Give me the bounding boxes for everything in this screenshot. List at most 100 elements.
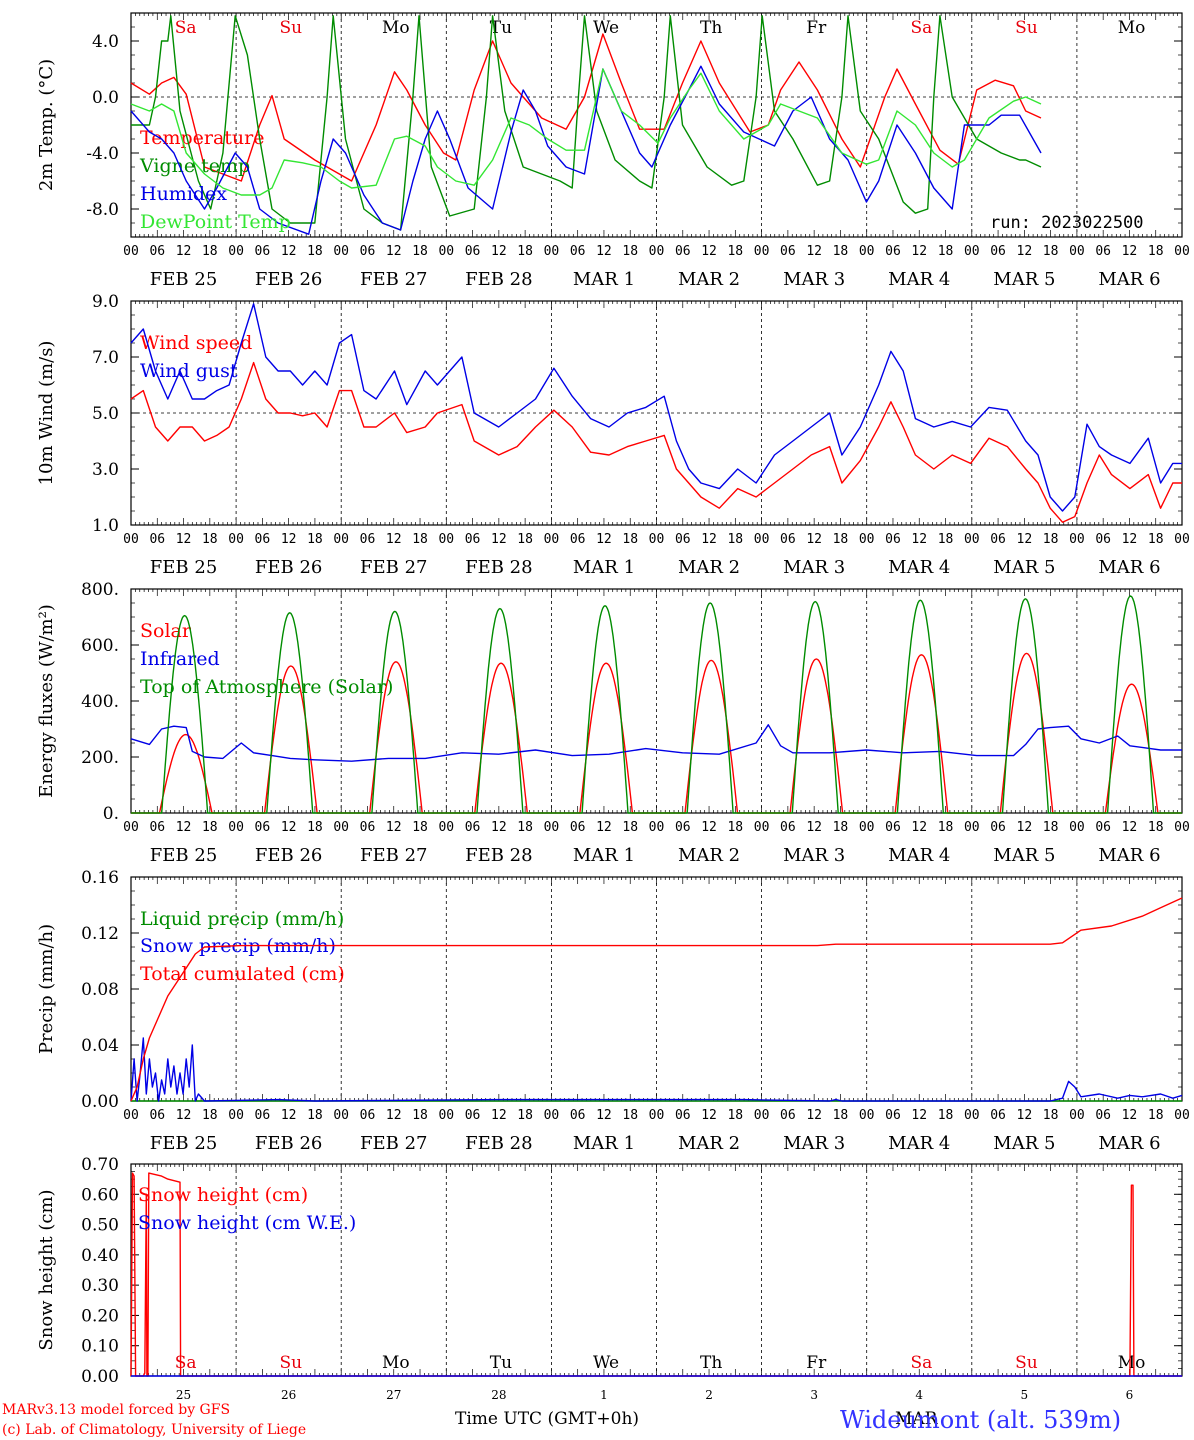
date-label: FEB 25 xyxy=(150,269,217,290)
day-number-label: 3 xyxy=(810,1388,818,1402)
date-label: MAR 4 xyxy=(888,845,950,866)
hour-tick-label: 12 xyxy=(1122,820,1138,835)
hour-tick-label: 06 xyxy=(885,244,901,259)
hour-tick-label: 00 xyxy=(333,1108,349,1123)
legend-entry: Infrared xyxy=(140,648,220,670)
date-label: MAR 2 xyxy=(678,1133,740,1154)
hour-tick-label: 06 xyxy=(465,244,481,259)
hour-tick-label: 00 xyxy=(228,1108,244,1123)
hour-tick-label: 12 xyxy=(701,820,717,835)
hour-tick-label: 12 xyxy=(701,244,717,259)
hour-tick-label: 12 xyxy=(596,820,612,835)
date-label: MAR 5 xyxy=(993,1133,1055,1154)
date-label: MAR 2 xyxy=(678,269,740,290)
hour-tick-label: 12 xyxy=(701,1108,717,1123)
hour-tick-label: 18 xyxy=(412,820,428,835)
hour-tick-label: 18 xyxy=(1043,1108,1059,1123)
hour-tick-label: 18 xyxy=(517,532,533,547)
hour-tick-label: 00 xyxy=(438,532,454,547)
hour-tick-label: 18 xyxy=(833,1108,849,1123)
hour-tick-label: 00 xyxy=(544,1108,560,1123)
hour-tick-label: 18 xyxy=(1043,244,1059,259)
hour-tick-label: 18 xyxy=(622,1108,638,1123)
hour-tick-label: 06 xyxy=(360,532,376,547)
hour-tick-label: 00 xyxy=(123,532,139,547)
weekday-label: Mo xyxy=(382,1353,410,1373)
hour-tick-label: 00 xyxy=(649,532,665,547)
date-label: FEB 26 xyxy=(255,845,322,866)
y-tick-label: -8.0 xyxy=(86,200,119,220)
legend-entry: DewPoint Temp xyxy=(140,211,291,233)
hour-tick-label: 18 xyxy=(517,244,533,259)
weekday-label: We xyxy=(593,18,619,38)
hour-tick-label: 06 xyxy=(149,244,165,259)
y-tick-label: 1.0 xyxy=(92,516,119,536)
hour-tick-label: 00 xyxy=(333,244,349,259)
y-tick-label: 600. xyxy=(81,636,119,656)
date-label: MAR 1 xyxy=(573,269,635,290)
hour-tick-label: 00 xyxy=(859,244,875,259)
hour-tick-label: 06 xyxy=(780,244,796,259)
footer-copyright: (c) Lab. of Climatology, University of L… xyxy=(2,1422,306,1438)
hour-tick-label: 06 xyxy=(675,244,691,259)
hour-tick-label: 12 xyxy=(911,1108,927,1123)
hour-tick-label: 12 xyxy=(491,532,507,547)
hour-tick-label: 12 xyxy=(386,532,402,547)
hour-tick-label: 18 xyxy=(307,1108,323,1123)
hour-tick-label: 12 xyxy=(806,244,822,259)
hour-tick-label: 18 xyxy=(1043,532,1059,547)
date-label: MAR 2 xyxy=(678,845,740,866)
date-label: MAR 3 xyxy=(783,557,845,578)
date-label: FEB 25 xyxy=(150,557,217,578)
legend-entry: Temperature xyxy=(140,127,264,149)
legend-entry: Wind gust xyxy=(140,360,238,382)
day-number-label: 4 xyxy=(915,1388,923,1402)
hour-tick-label: 18 xyxy=(938,532,954,547)
hour-tick-label: 00 xyxy=(754,820,770,835)
hour-tick-label: 00 xyxy=(649,1108,665,1123)
weekday-label: Su xyxy=(279,18,302,38)
y-tick-label: 0.16 xyxy=(81,868,119,888)
hour-tick-label: 12 xyxy=(596,244,612,259)
hour-tick-label: 06 xyxy=(1095,820,1111,835)
hour-tick-label: 00 xyxy=(1174,244,1190,259)
legend-entry: Snow height (cm) xyxy=(138,1184,308,1206)
date-label: FEB 27 xyxy=(360,1133,427,1154)
hour-tick-label: 12 xyxy=(596,532,612,547)
hour-tick-label: 00 xyxy=(1069,820,1085,835)
weekday-label: Tu xyxy=(490,1353,512,1373)
hour-tick-label: 00 xyxy=(1069,532,1085,547)
hour-tick-label: 06 xyxy=(990,1108,1006,1123)
month-label: MAR xyxy=(895,1409,939,1429)
hour-tick-label: 00 xyxy=(544,532,560,547)
y-tick-label: 0.70 xyxy=(81,1155,119,1175)
time-axis-label: Time UTC (GMT+0h) xyxy=(455,1409,639,1429)
y-axis-label: 2m Temp. (°C) xyxy=(36,59,57,191)
panel-2: 9.0 7.0 5.0 3.0 1.0 10m Wind (m/s) 00 06 12 18 FEB… xyxy=(36,292,1190,578)
hour-tick-label: 00 xyxy=(964,532,980,547)
hour-tick-label: 00 xyxy=(964,244,980,259)
hour-tick-label: 18 xyxy=(1148,1108,1164,1123)
hour-tick-label: 00 xyxy=(1174,820,1190,835)
weekday-label: Sa xyxy=(175,18,197,38)
day-number-label: 27 xyxy=(386,1388,401,1402)
hour-tick-label: 12 xyxy=(386,1108,402,1123)
hour-tick-label: 12 xyxy=(806,1108,822,1123)
y-tick-label: 4.0 xyxy=(92,32,119,52)
hour-tick-label: 06 xyxy=(255,532,271,547)
date-label: MAR 1 xyxy=(573,1133,635,1154)
hour-tick-label: 00 xyxy=(964,1108,980,1123)
hour-tick-label: 18 xyxy=(517,1108,533,1123)
hour-tick-label: 18 xyxy=(307,244,323,259)
hour-tick-label: 18 xyxy=(938,244,954,259)
weekday-label: Fr xyxy=(806,18,827,38)
hour-tick-label: 18 xyxy=(622,532,638,547)
y-tick-label: 0. xyxy=(103,804,119,824)
hour-tick-label: 00 xyxy=(333,820,349,835)
hour-tick-label: 00 xyxy=(438,1108,454,1123)
panel-3: 800. 600. 400. 200. 0. Energy fluxes (W/m²) 00… xyxy=(36,580,1190,866)
legend-entry: Vigne temp xyxy=(139,155,250,177)
y-tick-label: 400. xyxy=(81,692,119,712)
hour-tick-label: 00 xyxy=(1069,1108,1085,1123)
hour-tick-label: 18 xyxy=(833,532,849,547)
